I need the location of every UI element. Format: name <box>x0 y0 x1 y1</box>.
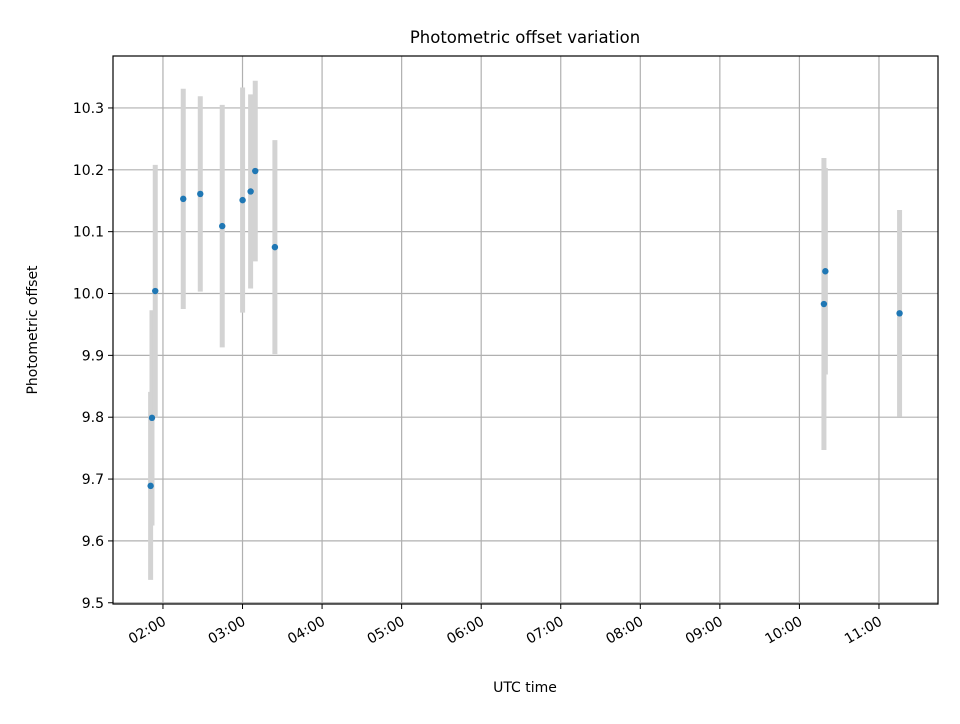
y-tick-label: 10.1 <box>73 225 104 241</box>
data-points <box>147 167 903 490</box>
chart-title: Photometric offset variation <box>410 28 640 47</box>
y-tick-label: 9.6 <box>82 534 104 550</box>
y-axis-label: Photometric offset <box>25 265 41 395</box>
data-point <box>247 188 254 195</box>
data-point <box>147 482 154 490</box>
data-point <box>197 190 204 198</box>
data-point <box>252 167 259 175</box>
y-tick-label: 9.5 <box>82 596 104 612</box>
data-point <box>239 196 246 204</box>
data-point <box>271 243 279 251</box>
plot-frame <box>112 55 939 605</box>
grid <box>113 56 938 604</box>
data-point <box>180 195 187 203</box>
y-tick-label: 10.0 <box>73 287 104 303</box>
y-tick-label: 9.8 <box>82 410 104 426</box>
data-point <box>896 310 903 317</box>
y-tick-label: 9.9 <box>82 348 104 364</box>
y-axis: 9.5 9.6 9.7 9.8 9.9 10.0 10.1 10.2 10.3 <box>73 101 113 612</box>
data-point <box>219 222 226 230</box>
data-point <box>152 287 159 295</box>
y-tick-label: 10.3 <box>73 101 104 117</box>
y-tick-label: 10.2 <box>73 163 104 179</box>
data-point <box>148 414 156 422</box>
x-axis-label: UTC time <box>493 680 557 696</box>
y-tick-label: 9.7 <box>82 472 104 488</box>
data-point <box>820 300 828 308</box>
data-point <box>822 268 829 275</box>
